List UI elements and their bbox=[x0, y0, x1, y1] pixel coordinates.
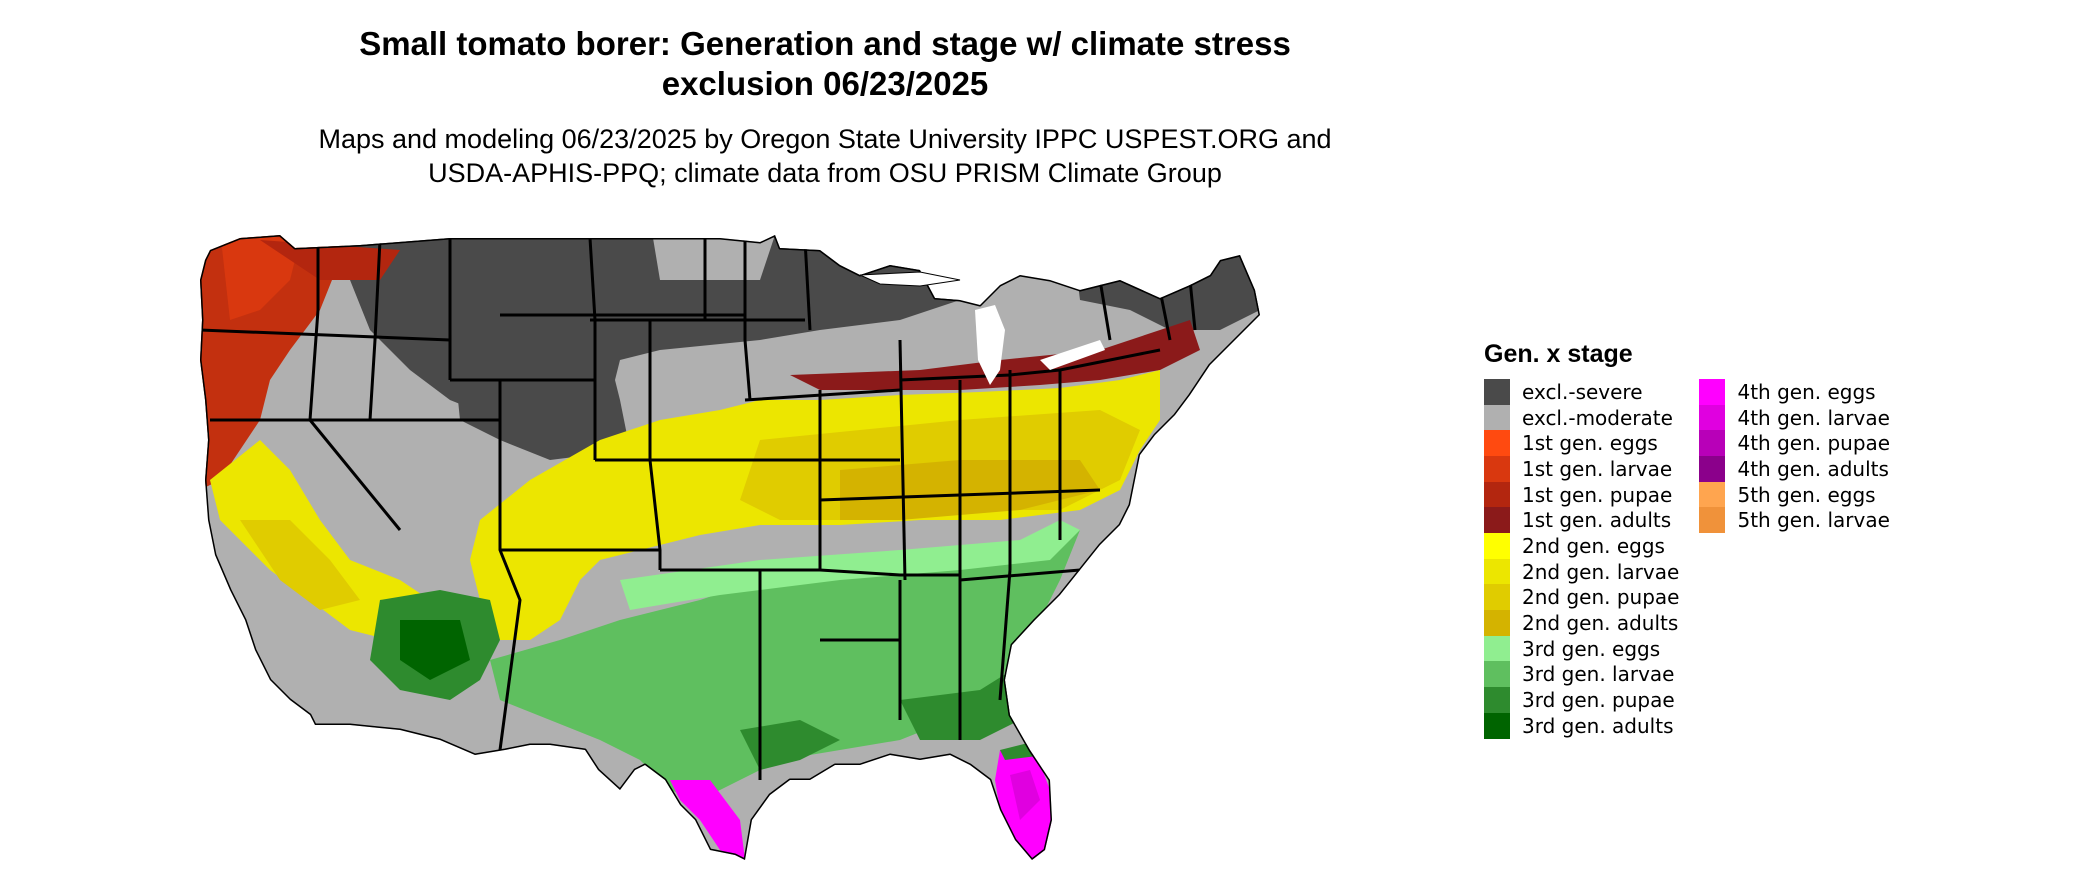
legend-label: 3rd gen. eggs bbox=[1522, 636, 1661, 661]
legend-item: 4th gen. eggs bbox=[1699, 378, 1890, 405]
map-subtitle-line-2: USDA-APHIS-PPQ; climate data from OSU PR… bbox=[428, 158, 1222, 188]
state-borders bbox=[200, 235, 1260, 860]
legend-label: 5th gen. eggs bbox=[1737, 482, 1876, 507]
legend-swatch bbox=[1699, 507, 1726, 534]
legend-item: 1st gen. adults bbox=[1484, 507, 1679, 534]
legend-item: 2nd gen. larvae bbox=[1484, 558, 1680, 585]
map-subtitle: Maps and modeling 06/23/2025 by Oregon S… bbox=[0, 122, 1650, 190]
legend-swatch bbox=[1699, 481, 1726, 508]
legend-label: 1st gen. larvae bbox=[1522, 456, 1673, 481]
legend-item: 1st gen. larvae bbox=[1484, 455, 1679, 482]
legend-item: 2nd gen. pupae bbox=[1484, 584, 1680, 611]
map-title: Small tomato borer: Generation and stage… bbox=[0, 24, 1650, 104]
map-subtitle-line-1: Maps and modeling 06/23/2025 by Oregon S… bbox=[318, 124, 1332, 154]
legend-label: 2nd gen. larvae bbox=[1522, 559, 1680, 584]
map-fill bbox=[200, 235, 1260, 860]
legend-swatch bbox=[1484, 558, 1510, 585]
legend-label: excl.-moderate bbox=[1522, 405, 1673, 430]
legend-swatch bbox=[1699, 404, 1726, 431]
legend-item: 4th gen. pupae bbox=[1699, 430, 1891, 457]
legend-swatch bbox=[1699, 455, 1726, 482]
legend-column-2: 4th gen. eggs 4th gen. larvae 4th gen. pup… bbox=[1699, 378, 1891, 739]
legend-item: excl.-severe bbox=[1484, 378, 1679, 405]
legend-label: 4th gen. eggs bbox=[1737, 379, 1876, 404]
map-title-line-2: exclusion 06/23/2025 bbox=[661, 65, 989, 102]
legend-swatch bbox=[1484, 455, 1510, 482]
legend-swatch bbox=[1699, 430, 1726, 457]
legend-label: 2nd gen. adults bbox=[1522, 611, 1679, 636]
legend-swatch bbox=[1484, 687, 1510, 714]
legend-swatch bbox=[1484, 661, 1510, 688]
legend-label: excl.-severe bbox=[1522, 379, 1643, 404]
legend-item: 3rd gen. adults bbox=[1484, 712, 1679, 739]
legend-swatch bbox=[1484, 584, 1510, 611]
legend-item: 5th gen. eggs bbox=[1699, 481, 1890, 508]
legend-title: Gen. x stage bbox=[1484, 340, 1633, 368]
legend-swatch bbox=[1699, 378, 1726, 405]
legend-item: 1st gen. eggs bbox=[1484, 430, 1679, 457]
legend-item: 3rd gen. eggs bbox=[1484, 635, 1679, 662]
legend-item: 3rd gen. pupae bbox=[1484, 687, 1679, 714]
legend-label: 4th gen. larvae bbox=[1737, 405, 1890, 430]
legend-swatch bbox=[1484, 404, 1510, 431]
us-map bbox=[200, 235, 1260, 860]
legend-label: 3rd gen. adults bbox=[1522, 713, 1674, 738]
legend-swatch bbox=[1484, 507, 1510, 534]
great-lakes bbox=[859, 271, 1105, 385]
legend-item: excl.-moderate bbox=[1484, 404, 1679, 431]
legend-item: 4th gen. larvae bbox=[1699, 404, 1890, 431]
legend-swatch bbox=[1484, 430, 1510, 457]
legend-swatch bbox=[1484, 610, 1510, 637]
legend-item: 2nd gen. eggs bbox=[1484, 532, 1679, 559]
legend-swatch bbox=[1484, 532, 1510, 559]
legend-swatch bbox=[1484, 378, 1510, 405]
legend-item: 1st gen. pupae bbox=[1484, 481, 1679, 508]
legend-label: 5th gen. larvae bbox=[1737, 508, 1890, 533]
legend-swatch bbox=[1484, 481, 1510, 508]
legend-item: 2nd gen. adults bbox=[1484, 610, 1679, 637]
legend-item: 3rd gen. larvae bbox=[1484, 661, 1679, 688]
legend-item: 5th gen. larvae bbox=[1699, 507, 1890, 534]
legend: Gen. x stage excl.-severe excl.-moderate 1… bbox=[1484, 340, 1890, 739]
legend-swatch bbox=[1484, 712, 1510, 739]
map-title-line-1: Small tomato borer: Generation and stage… bbox=[359, 25, 1291, 62]
legend-label: 1st gen. eggs bbox=[1522, 431, 1658, 456]
legend-label: 3rd gen. larvae bbox=[1522, 662, 1675, 687]
legend-item: 4th gen. adults bbox=[1699, 455, 1890, 482]
legend-label: 2nd gen. eggs bbox=[1522, 533, 1665, 558]
legend-label: 3rd gen. pupae bbox=[1522, 688, 1675, 713]
legend-label: 4th gen. adults bbox=[1737, 456, 1889, 481]
legend-label: 4th gen. pupae bbox=[1737, 431, 1891, 456]
legend-label: 2nd gen. pupae bbox=[1522, 585, 1680, 610]
legend-swatch bbox=[1484, 635, 1510, 662]
legend-label: 1st gen. adults bbox=[1522, 508, 1672, 533]
legend-column-1: excl.-severe excl.-moderate 1st gen. eggs 1… bbox=[1484, 378, 1680, 739]
legend-label: 1st gen. pupae bbox=[1522, 482, 1673, 507]
